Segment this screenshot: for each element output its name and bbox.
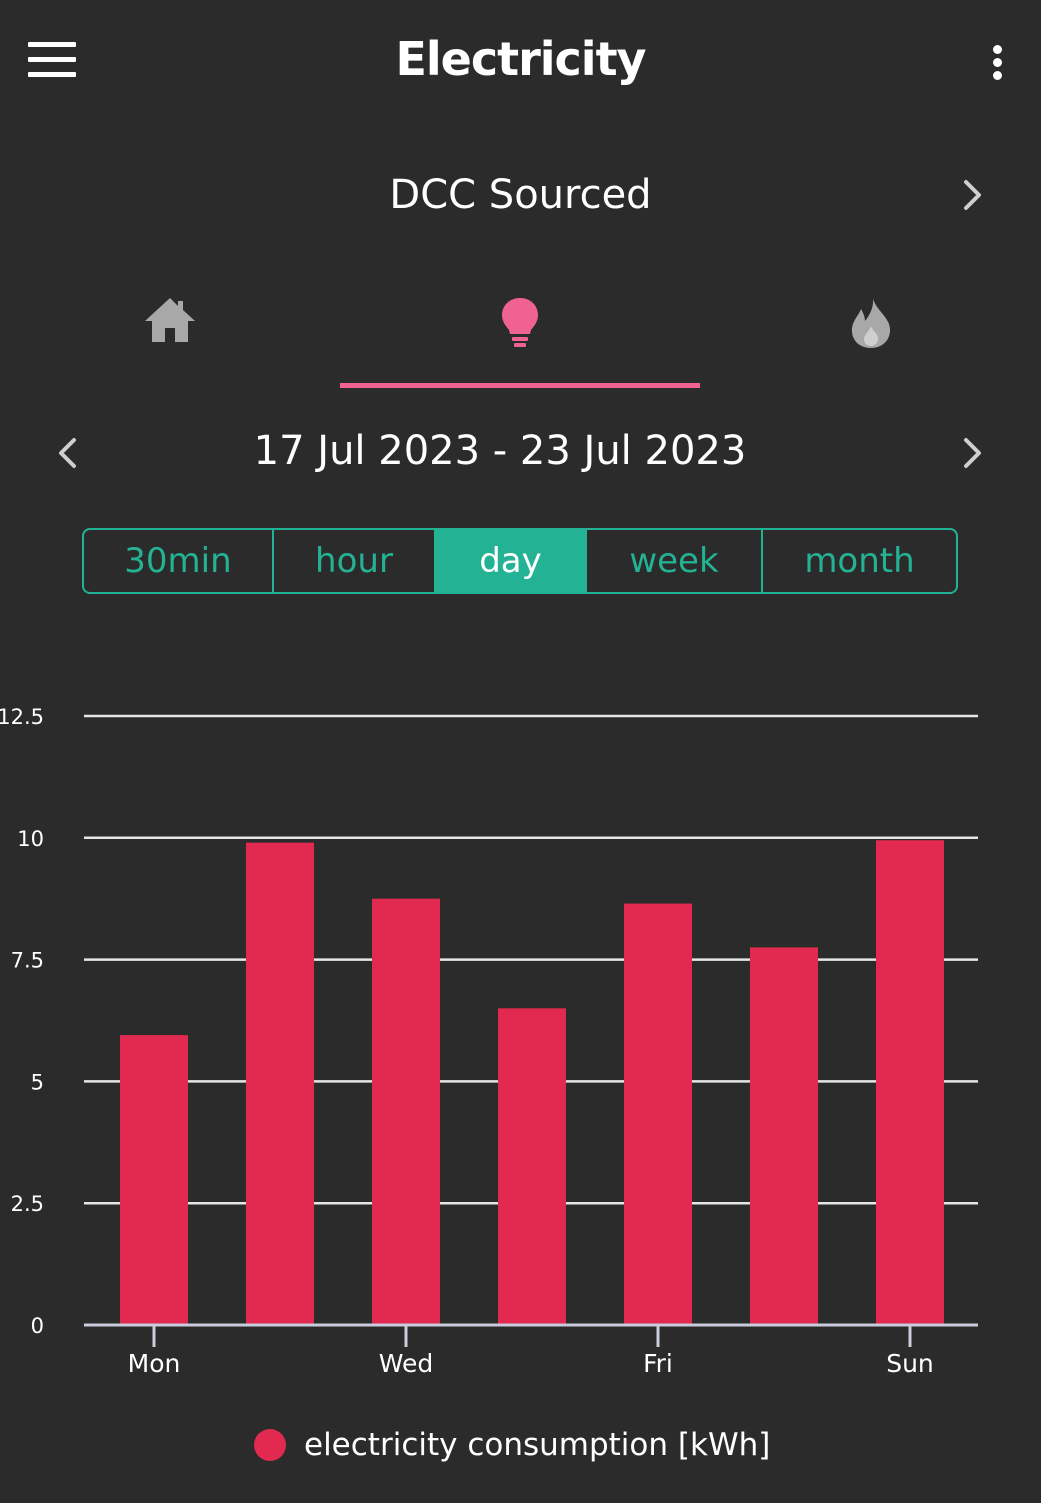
- chart-legend: electricity consumption [kWh]: [254, 1420, 770, 1470]
- x-tick-label: Wed: [379, 1349, 434, 1378]
- bar-sun: [876, 840, 944, 1325]
- more-vert-icon-dot: [993, 58, 1002, 67]
- tab-home[interactable]: [0, 270, 340, 380]
- hamburger-menu-icon: [28, 42, 76, 47]
- more-vert-icon-dot: [993, 71, 1002, 80]
- x-tick-label: Mon: [128, 1349, 181, 1378]
- chevron-right-icon: [964, 438, 981, 468]
- resolution-month-button[interactable]: month: [804, 541, 915, 581]
- more-options-button[interactable]: [978, 40, 1018, 84]
- chevron-left-icon: [59, 438, 76, 468]
- resolution-day-button[interactable]: day: [436, 530, 587, 592]
- menu-button[interactable]: [20, 36, 84, 84]
- hamburger-menu-icon-bar: [28, 72, 76, 77]
- flame-icon: [851, 298, 890, 348]
- source-label: DCC Sourced: [389, 172, 652, 218]
- x-tick-label: Sun: [886, 1349, 934, 1378]
- y-tick-label: 7.5: [11, 949, 44, 973]
- y-tick-label: 5: [31, 1070, 44, 1094]
- page-title: Electricity: [395, 32, 646, 86]
- bar-wed: [372, 898, 440, 1325]
- y-tick-label: 2.5: [11, 1192, 44, 1216]
- tab-gas[interactable]: [700, 270, 1041, 380]
- previous-period-button[interactable]: [48, 432, 88, 474]
- y-tick-label: 10: [17, 827, 44, 851]
- chevron-right-icon: [964, 180, 981, 210]
- lightbulb-icon: [502, 298, 538, 347]
- home-icon: [145, 298, 195, 342]
- y-tick-label: 12.5: [0, 705, 44, 729]
- consumption-bar-chart: 0 2.5 5 7.5 10 12.5 Mon Wed Fri Sun: [0, 705, 978, 1378]
- resolution-selector: 30min hour day week month: [82, 528, 958, 594]
- legend-label: electricity consumption [kWh]: [304, 1427, 771, 1463]
- legend-marker: [254, 1429, 286, 1461]
- x-tick-label: Fri: [643, 1349, 673, 1378]
- y-tick-label: 0: [31, 1314, 44, 1338]
- tab-electricity[interactable]: [340, 270, 700, 380]
- resolution-30min-button[interactable]: 30min: [84, 530, 274, 592]
- selected-tab-indicator: [340, 383, 700, 388]
- bar-thu: [498, 1008, 566, 1325]
- resolution-week-button[interactable]: week: [587, 530, 763, 592]
- bar-sat: [750, 947, 818, 1325]
- bar-fri: [624, 903, 692, 1325]
- hamburger-menu-icon-bar: [28, 57, 76, 62]
- resolution-hour-button[interactable]: hour: [274, 530, 436, 592]
- date-range-label: 17 Jul 2023 - 23 Jul 2023: [253, 428, 747, 474]
- source-next-button[interactable]: [952, 174, 992, 216]
- bar-mon: [120, 1035, 188, 1325]
- next-period-button[interactable]: [952, 432, 992, 474]
- more-vert-icon: [993, 45, 1002, 54]
- bar-tue: [246, 842, 314, 1325]
